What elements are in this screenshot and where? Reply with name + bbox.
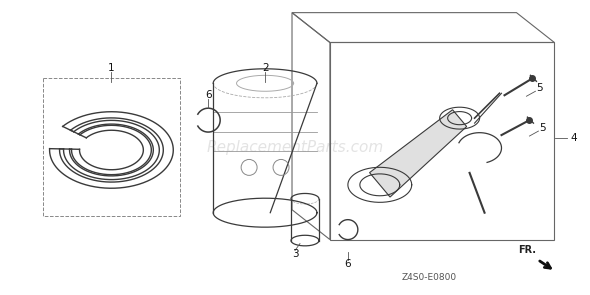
Text: 3: 3 bbox=[291, 250, 299, 260]
Bar bbox=[42, 78, 181, 216]
Polygon shape bbox=[369, 110, 467, 197]
Text: FR.: FR. bbox=[519, 245, 536, 255]
Text: 6: 6 bbox=[205, 90, 212, 100]
Text: ReplacementParts.com: ReplacementParts.com bbox=[206, 140, 384, 155]
Text: Z4S0-E0800: Z4S0-E0800 bbox=[402, 273, 457, 282]
Text: 1: 1 bbox=[108, 63, 114, 73]
Text: 6: 6 bbox=[345, 259, 351, 269]
Text: 2: 2 bbox=[262, 63, 268, 73]
Text: 5: 5 bbox=[539, 123, 546, 133]
Text: 5: 5 bbox=[536, 83, 543, 93]
Text: 4: 4 bbox=[570, 133, 576, 143]
